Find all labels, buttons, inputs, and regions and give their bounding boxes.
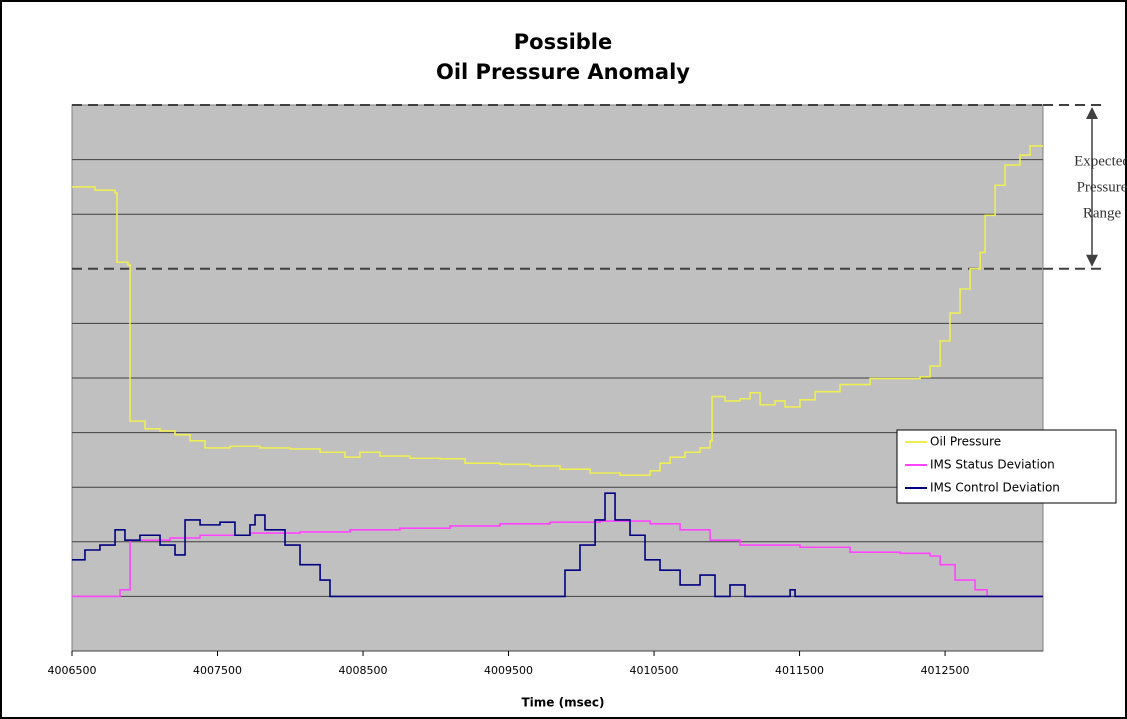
x-tick-label: 4011500 (775, 664, 824, 677)
legend-label: IMS Control Deviation (930, 481, 1060, 495)
x-tick-label: 4006500 (48, 664, 97, 677)
chart-title: Oil Pressure Anomaly (436, 60, 690, 84)
x-tick-label: 4009500 (484, 664, 533, 677)
series-line (72, 520, 1043, 598)
annotation: Pressure (1077, 179, 1127, 195)
x-tick-label: 4012500 (921, 664, 970, 677)
x-tick-label: 4007500 (193, 664, 242, 677)
x-tick-label: 4008500 (339, 664, 388, 677)
series-line (72, 145, 1043, 476)
x-axis-label: Time (msec) (522, 696, 605, 710)
annotation: Range (1083, 205, 1122, 221)
legend-label: IMS Status Deviation (930, 458, 1055, 472)
chart-title: Possible (514, 30, 613, 54)
annotation: Expected (1074, 153, 1127, 169)
x-tick-label: 4010500 (630, 664, 679, 677)
legend-label: Oil Pressure (930, 435, 1001, 449)
series-line (72, 492, 1043, 598)
legend-box (896, 429, 1117, 504)
arrow-head (1086, 107, 1098, 119)
arrow-head (1086, 254, 1098, 267)
